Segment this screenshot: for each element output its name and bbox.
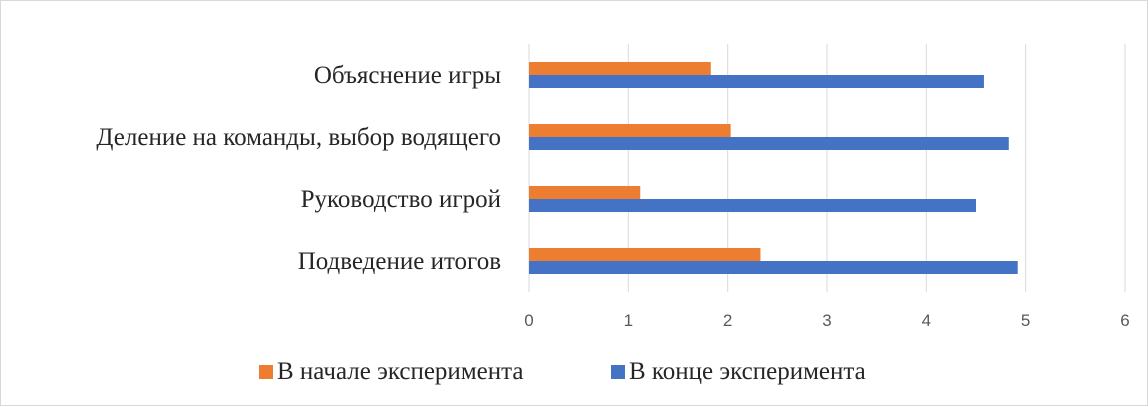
bars [529,62,1018,274]
legend-swatch-start [259,365,273,379]
bar-end-2 [529,199,976,212]
x-tick-label: 3 [822,311,831,330]
category-label: Объяснение игры [314,62,501,89]
x-tick-label: 5 [1021,311,1030,330]
legend-label-end: В конце эксперимента [629,358,866,385]
x-tick-label: 6 [1120,311,1129,330]
category-label: Деление на команды, выбор водящего [96,124,501,151]
x-tick-label: 0 [524,311,533,330]
legend-label-start: В начале эксперимента [277,358,523,385]
bar-start-3 [529,248,761,261]
category-label: Подведение итогов [298,248,501,275]
bar-end-1 [529,137,1009,150]
category-label: Руководство игрой [301,186,501,213]
bar-end-3 [529,261,1018,274]
bar-start-2 [529,186,641,199]
x-tick-label: 4 [922,311,931,330]
category-labels: Объяснение игры Деление на команды, выбор… [96,62,501,275]
x-tick-label: 1 [624,311,633,330]
x-axis-tick-labels: 0 1 2 3 4 5 6 [524,311,1129,330]
legend-swatch-end [611,365,625,379]
x-tick-label: 2 [723,311,732,330]
bar-end-0 [529,75,984,88]
bar-start-1 [529,124,731,137]
legend: В начале эксперимента В конце эксперимент… [259,358,866,385]
bar-start-0 [529,62,711,75]
